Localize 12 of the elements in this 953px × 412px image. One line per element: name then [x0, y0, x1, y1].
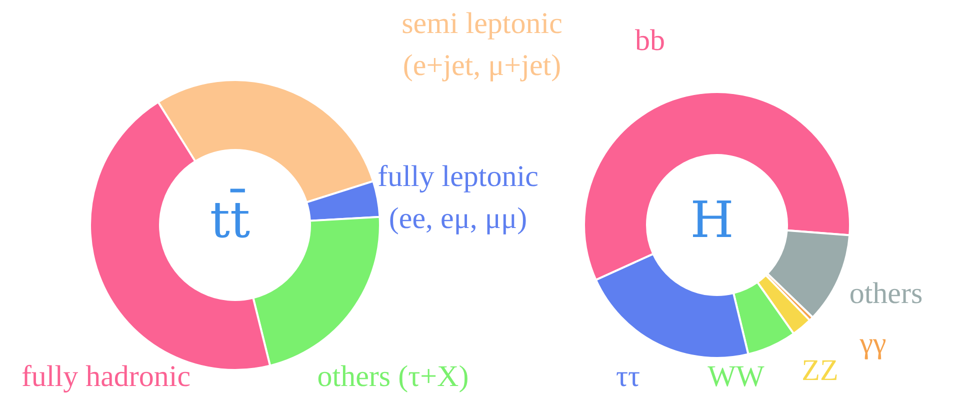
text: tt̄	[208, 188, 252, 251]
slice-label: fully hadronic	[21, 360, 191, 393]
slice-label: ττ	[616, 360, 640, 393]
slice-label: bb	[635, 24, 665, 57]
slice-label: others	[849, 277, 923, 310]
slice-label: semi leptonic (e+jet, μ+jet)	[402, 7, 562, 82]
slice-label: γγ	[858, 327, 886, 360]
slice-label: WW	[708, 360, 765, 393]
text: H	[689, 190, 735, 251]
slice-label: ZZ	[802, 354, 838, 387]
slice-label: others (τ+X)	[317, 360, 469, 393]
slice-label: fully leptonic (ee, eμ, μμ)	[378, 160, 538, 235]
